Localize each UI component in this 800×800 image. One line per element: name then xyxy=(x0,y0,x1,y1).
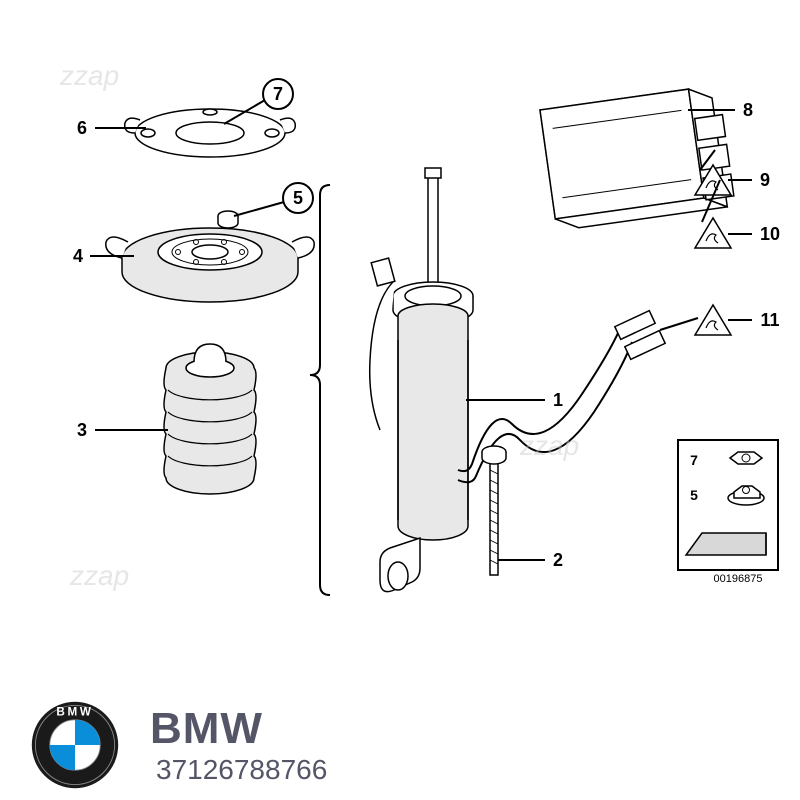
callout-10: 10 xyxy=(760,224,780,244)
inset-label-7: 7 xyxy=(690,452,698,468)
part-1-shock xyxy=(370,168,665,592)
footer: BMW BMW 37126788766 xyxy=(0,690,800,800)
esd-triangle-11 xyxy=(695,305,731,335)
part-7-gasket xyxy=(125,109,296,157)
callout-8: 8 xyxy=(743,100,753,120)
part-2-bolt xyxy=(482,446,506,575)
bmw-logo: BMW xyxy=(0,690,150,800)
part-5-nut xyxy=(218,211,238,228)
brand-name: BMW xyxy=(150,704,327,754)
callout-4: 4 xyxy=(73,246,83,266)
part-8-control-module xyxy=(540,85,735,231)
diagram-id: 00196875 xyxy=(714,573,763,585)
callout-3: 3 xyxy=(77,420,87,440)
inset-hardware-box: 7 5 00196875 xyxy=(678,440,778,585)
callout-1: 1 xyxy=(553,390,563,410)
callout-9: 9 xyxy=(760,170,770,190)
callout-5: 5 xyxy=(293,188,303,208)
inset-label-5: 5 xyxy=(690,487,698,503)
callout-6: 6 xyxy=(77,118,87,138)
callout-2: 2 xyxy=(553,550,563,570)
parts-diagram: 7 6 5 4 3 1 2 8 9 10 11 7 5 xyxy=(0,0,800,690)
callout-11: 11 xyxy=(760,310,779,330)
part-number: 37126788766 xyxy=(156,754,327,786)
callout-7: 7 xyxy=(273,84,283,104)
part-4-mount xyxy=(106,228,314,302)
part-3-dust-boot xyxy=(164,344,256,494)
esd-triangle-10 xyxy=(695,218,731,248)
svg-text:BMW: BMW xyxy=(56,705,93,718)
